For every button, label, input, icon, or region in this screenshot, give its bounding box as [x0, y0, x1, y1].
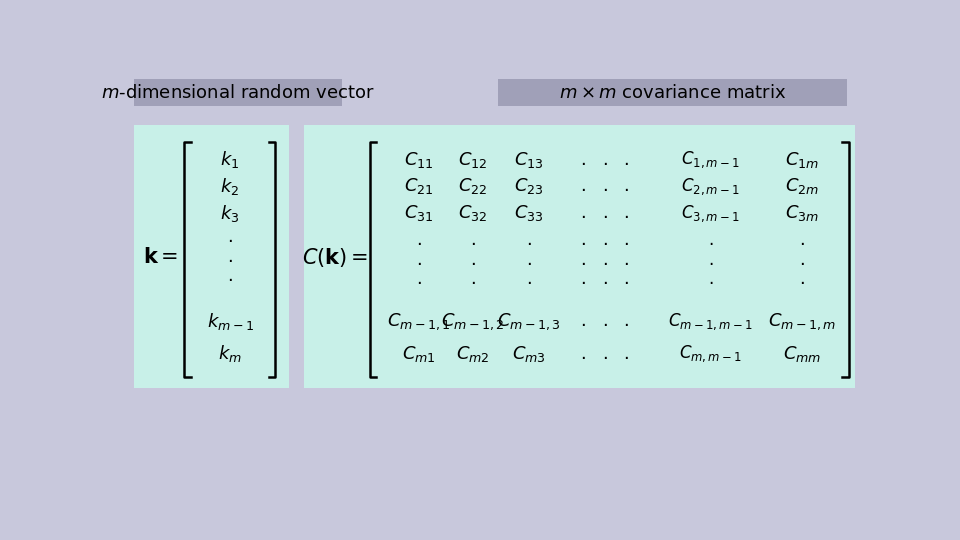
- Text: $.$: $.$: [580, 178, 586, 195]
- Text: $.$: $.$: [526, 270, 532, 288]
- Text: $C_{m-1,3}$: $C_{m-1,3}$: [497, 311, 561, 332]
- Text: $.$: $.$: [580, 312, 586, 330]
- Text: $C_{32}$: $C_{32}$: [458, 204, 488, 224]
- Text: $\mathbf{k} =$: $\mathbf{k} =$: [143, 247, 178, 267]
- Text: $.$: $.$: [580, 270, 586, 288]
- Text: $k_3$: $k_3$: [221, 203, 240, 224]
- Text: $C_{21}$: $C_{21}$: [403, 177, 433, 197]
- Text: $.$: $.$: [623, 178, 629, 195]
- Text: $C_{m2}$: $C_{m2}$: [456, 343, 490, 363]
- Text: $.$: $.$: [623, 151, 629, 168]
- Text: $.$: $.$: [708, 270, 713, 288]
- Text: $C_{m3}$: $C_{m3}$: [513, 343, 546, 363]
- Text: $.$: $.$: [580, 151, 586, 168]
- Text: $k_1$: $k_1$: [221, 149, 240, 170]
- Text: $.$: $.$: [416, 270, 421, 288]
- Text: $m \times m$ covariance matrix: $m \times m$ covariance matrix: [559, 84, 786, 102]
- Text: $\cdot$: $\cdot$: [228, 270, 233, 288]
- Text: $C_{m-1,2}$: $C_{m-1,2}$: [441, 311, 504, 332]
- Text: $.$: $.$: [602, 312, 608, 330]
- Text: $.$: $.$: [623, 205, 629, 222]
- Text: $k_2$: $k_2$: [221, 176, 240, 197]
- Text: $.$: $.$: [602, 231, 608, 249]
- Text: $.$: $.$: [580, 231, 586, 249]
- Text: $C_{2,m-1}$: $C_{2,m-1}$: [681, 176, 740, 197]
- Text: $.$: $.$: [602, 345, 608, 362]
- Text: $C_{22}$: $C_{22}$: [458, 177, 488, 197]
- Text: $\cdot$: $\cdot$: [228, 231, 233, 249]
- Text: $.$: $.$: [708, 251, 713, 268]
- Text: $.$: $.$: [416, 231, 421, 249]
- Text: $.$: $.$: [623, 270, 629, 288]
- Text: $C_{33}$: $C_{33}$: [515, 204, 544, 224]
- Text: $.$: $.$: [416, 251, 421, 268]
- Text: $C_{12}$: $C_{12}$: [458, 150, 488, 170]
- Text: $.$: $.$: [623, 231, 629, 249]
- Text: $.$: $.$: [602, 205, 608, 222]
- Text: $C_{1m}$: $C_{1m}$: [785, 150, 819, 170]
- Text: $m$-dimensional random vector: $m$-dimensional random vector: [101, 84, 374, 102]
- FancyBboxPatch shape: [134, 79, 342, 106]
- Text: $C_{m1}$: $C_{m1}$: [401, 343, 435, 363]
- Text: $.$: $.$: [799, 231, 804, 249]
- Text: $.$: $.$: [526, 231, 532, 249]
- Text: $.$: $.$: [580, 205, 586, 222]
- Text: $\cdot$: $\cdot$: [228, 251, 233, 268]
- Text: $.$: $.$: [623, 251, 629, 268]
- Text: $C(\mathbf{k}) =$: $C(\mathbf{k}) =$: [302, 246, 369, 269]
- Text: $.$: $.$: [602, 270, 608, 288]
- Text: $C_{m,m-1}$: $C_{m,m-1}$: [679, 343, 742, 364]
- Text: $C_{3m}$: $C_{3m}$: [785, 204, 819, 224]
- Text: $C_{23}$: $C_{23}$: [515, 177, 544, 197]
- Text: $.$: $.$: [799, 270, 804, 288]
- Text: $k_{m-1}$: $k_{m-1}$: [206, 310, 253, 332]
- Text: $C_{mm}$: $C_{mm}$: [782, 343, 821, 363]
- Text: $.$: $.$: [469, 231, 475, 249]
- Text: $.$: $.$: [602, 251, 608, 268]
- Text: $.$: $.$: [623, 345, 629, 362]
- Text: $C_{13}$: $C_{13}$: [515, 150, 544, 170]
- Text: $.$: $.$: [469, 251, 475, 268]
- Text: $.$: $.$: [526, 251, 532, 268]
- Text: $C_{11}$: $C_{11}$: [403, 150, 433, 170]
- Text: $.$: $.$: [580, 251, 586, 268]
- Text: $.$: $.$: [469, 270, 475, 288]
- Text: $.$: $.$: [708, 231, 713, 249]
- Text: $C_{31}$: $C_{31}$: [403, 204, 433, 224]
- Text: $C_{1,m-1}$: $C_{1,m-1}$: [681, 149, 740, 170]
- Text: $C_{m-1,m-1}$: $C_{m-1,m-1}$: [668, 311, 753, 332]
- FancyBboxPatch shape: [304, 125, 854, 388]
- Text: $.$: $.$: [799, 251, 804, 268]
- Text: $C_{m-1,1}$: $C_{m-1,1}$: [387, 311, 450, 332]
- Text: $C_{3,m-1}$: $C_{3,m-1}$: [681, 203, 740, 224]
- FancyBboxPatch shape: [498, 79, 847, 106]
- Text: $.$: $.$: [623, 312, 629, 330]
- Text: $C_{m-1,m}$: $C_{m-1,m}$: [768, 311, 836, 332]
- Text: $k_m$: $k_m$: [218, 343, 242, 364]
- Text: $.$: $.$: [602, 178, 608, 195]
- Text: $.$: $.$: [580, 345, 586, 362]
- FancyBboxPatch shape: [134, 125, 289, 388]
- Text: $.$: $.$: [602, 151, 608, 168]
- Text: $C_{2m}$: $C_{2m}$: [785, 177, 819, 197]
